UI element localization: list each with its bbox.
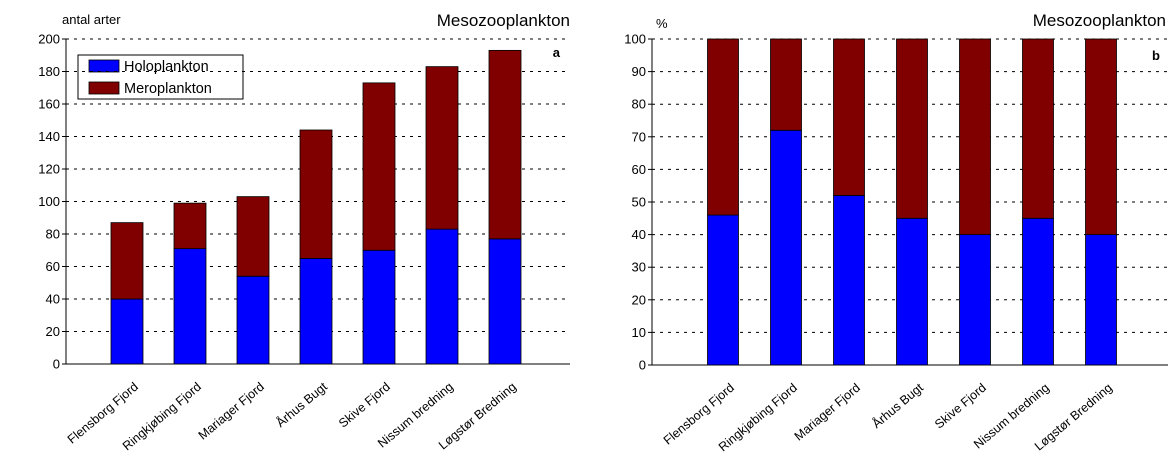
bar-meroplankton-l-gst-r-bredning xyxy=(1085,38,1117,236)
y-tick-label: 120 xyxy=(38,162,60,177)
bar-holoplankton-a-rhus-bugt xyxy=(896,217,928,366)
bar-meroplankton-ringkj-bing-fjord xyxy=(770,38,802,131)
x-category-label-mariager-fjord: Mariager Fjord xyxy=(196,380,267,443)
chart-b-svg: % Mesozooplankton b 0 10 20 30 40 50 60 70 80 90 1… xyxy=(624,11,1168,454)
bar-meroplankton-l-gst-r-bredning xyxy=(488,49,522,240)
y-tick-label: 0 xyxy=(639,358,646,373)
x-category-label-a-rhus-bugt: Århus Bugt xyxy=(273,378,330,430)
bar-holoplankton-mariager-fjord xyxy=(833,195,865,366)
y-tick-label: 40 xyxy=(46,292,60,307)
chart-title: Mesozooplankton xyxy=(437,11,570,30)
y-tick-label: 10 xyxy=(632,325,646,340)
x-category-label-a-rhus-bugt: Århus Bugt xyxy=(869,379,926,431)
chart-a-svg: antal arter Mesozooplankton a Holoplankt… xyxy=(38,11,570,453)
y-tick-label: 160 xyxy=(38,97,60,112)
bar-meroplankton-nissum-bredning xyxy=(425,66,459,230)
bar-meroplankton-skive-fjord xyxy=(362,82,396,251)
y-tick-label: 180 xyxy=(38,64,60,79)
bar-meroplankton-ringkj-bing-fjord xyxy=(173,202,207,250)
y-tick-label: 100 xyxy=(38,194,60,209)
bar-holoplankton-flensborg-fjord xyxy=(707,214,739,366)
y-tick-label: 20 xyxy=(46,324,60,339)
bar-holoplankton-ringkj-bing-fjord xyxy=(173,248,207,365)
y-tick-label: 50 xyxy=(632,195,646,210)
legend: Holoplankton Meroplankton xyxy=(77,54,244,100)
y-tick-label: 200 xyxy=(38,32,60,47)
y-tick-label: 30 xyxy=(632,260,646,275)
y-tick-label: 100 xyxy=(624,32,646,47)
bar-holoplankton-skive-fjord xyxy=(959,234,991,366)
chart-b-percentage: % Mesozooplankton b 0 10 20 30 40 50 60 70 80 90 1… xyxy=(584,0,1168,470)
bar-meroplankton-flensborg-fjord xyxy=(707,38,739,216)
bar-meroplankton-nissum-bredning xyxy=(1022,38,1054,219)
panel-label: b xyxy=(1152,48,1160,63)
x-category-label-skive-fjord: Skive Fjord xyxy=(932,381,989,432)
bar-holoplankton-l-gst-r-bredning xyxy=(1085,234,1117,366)
legend-label-holoplankton: Holoplankton xyxy=(124,59,209,75)
y-tick-label: 70 xyxy=(632,129,646,144)
bar-holoplankton-mariager-fjord xyxy=(236,275,270,365)
y-tick-label: 40 xyxy=(632,227,646,242)
y-tick-label: 140 xyxy=(38,129,60,144)
y-axis-label: % xyxy=(656,16,668,31)
legend-swatch-holoplankton xyxy=(88,59,120,73)
bar-holoplankton-flensborg-fjord xyxy=(110,298,144,365)
bar-meroplankton-skive-fjord xyxy=(959,38,991,236)
bar-holoplankton-skive-fjord xyxy=(362,249,396,365)
bar-meroplankton-flensborg-fjord xyxy=(110,222,144,300)
y-tick-label: 80 xyxy=(632,97,646,112)
x-category-label-mariager-fjord: Mariager Fjord xyxy=(792,381,863,444)
bar-holoplankton-ringkj-bing-fjord xyxy=(770,129,802,366)
bar-meroplankton-mariager-fjord xyxy=(236,196,270,277)
legend-swatch-meroplankton xyxy=(88,81,120,95)
y-tick-label: 90 xyxy=(632,64,646,79)
bar-meroplankton-mariager-fjord xyxy=(833,38,865,196)
bar-holoplankton-l-gst-r-bredning xyxy=(488,238,522,365)
y-tick-label: 60 xyxy=(632,162,646,177)
legend-label-meroplankton: Meroplankton xyxy=(124,81,212,97)
chart-a-species-count: antal arter Mesozooplankton a Holoplankt… xyxy=(0,0,584,470)
chart-title: Mesozooplankton xyxy=(1033,11,1166,30)
bar-holoplankton-a-rhus-bugt xyxy=(299,257,333,365)
y-tick-label: 0 xyxy=(53,357,60,372)
y-tick-label: 60 xyxy=(46,259,60,274)
bar-holoplankton-nissum-bredning xyxy=(1022,217,1054,366)
x-category-label-skive-fjord: Skive Fjord xyxy=(336,380,393,431)
y-axis-label: antal arter xyxy=(62,12,121,27)
y-tick-label: 20 xyxy=(632,292,646,307)
bar-holoplankton-nissum-bredning xyxy=(425,228,459,365)
bar-meroplankton-a-rhus-bugt xyxy=(299,129,333,259)
panel-label: a xyxy=(553,45,561,60)
y-tick-label: 80 xyxy=(46,227,60,242)
bar-meroplankton-a-rhus-bugt xyxy=(896,38,928,219)
